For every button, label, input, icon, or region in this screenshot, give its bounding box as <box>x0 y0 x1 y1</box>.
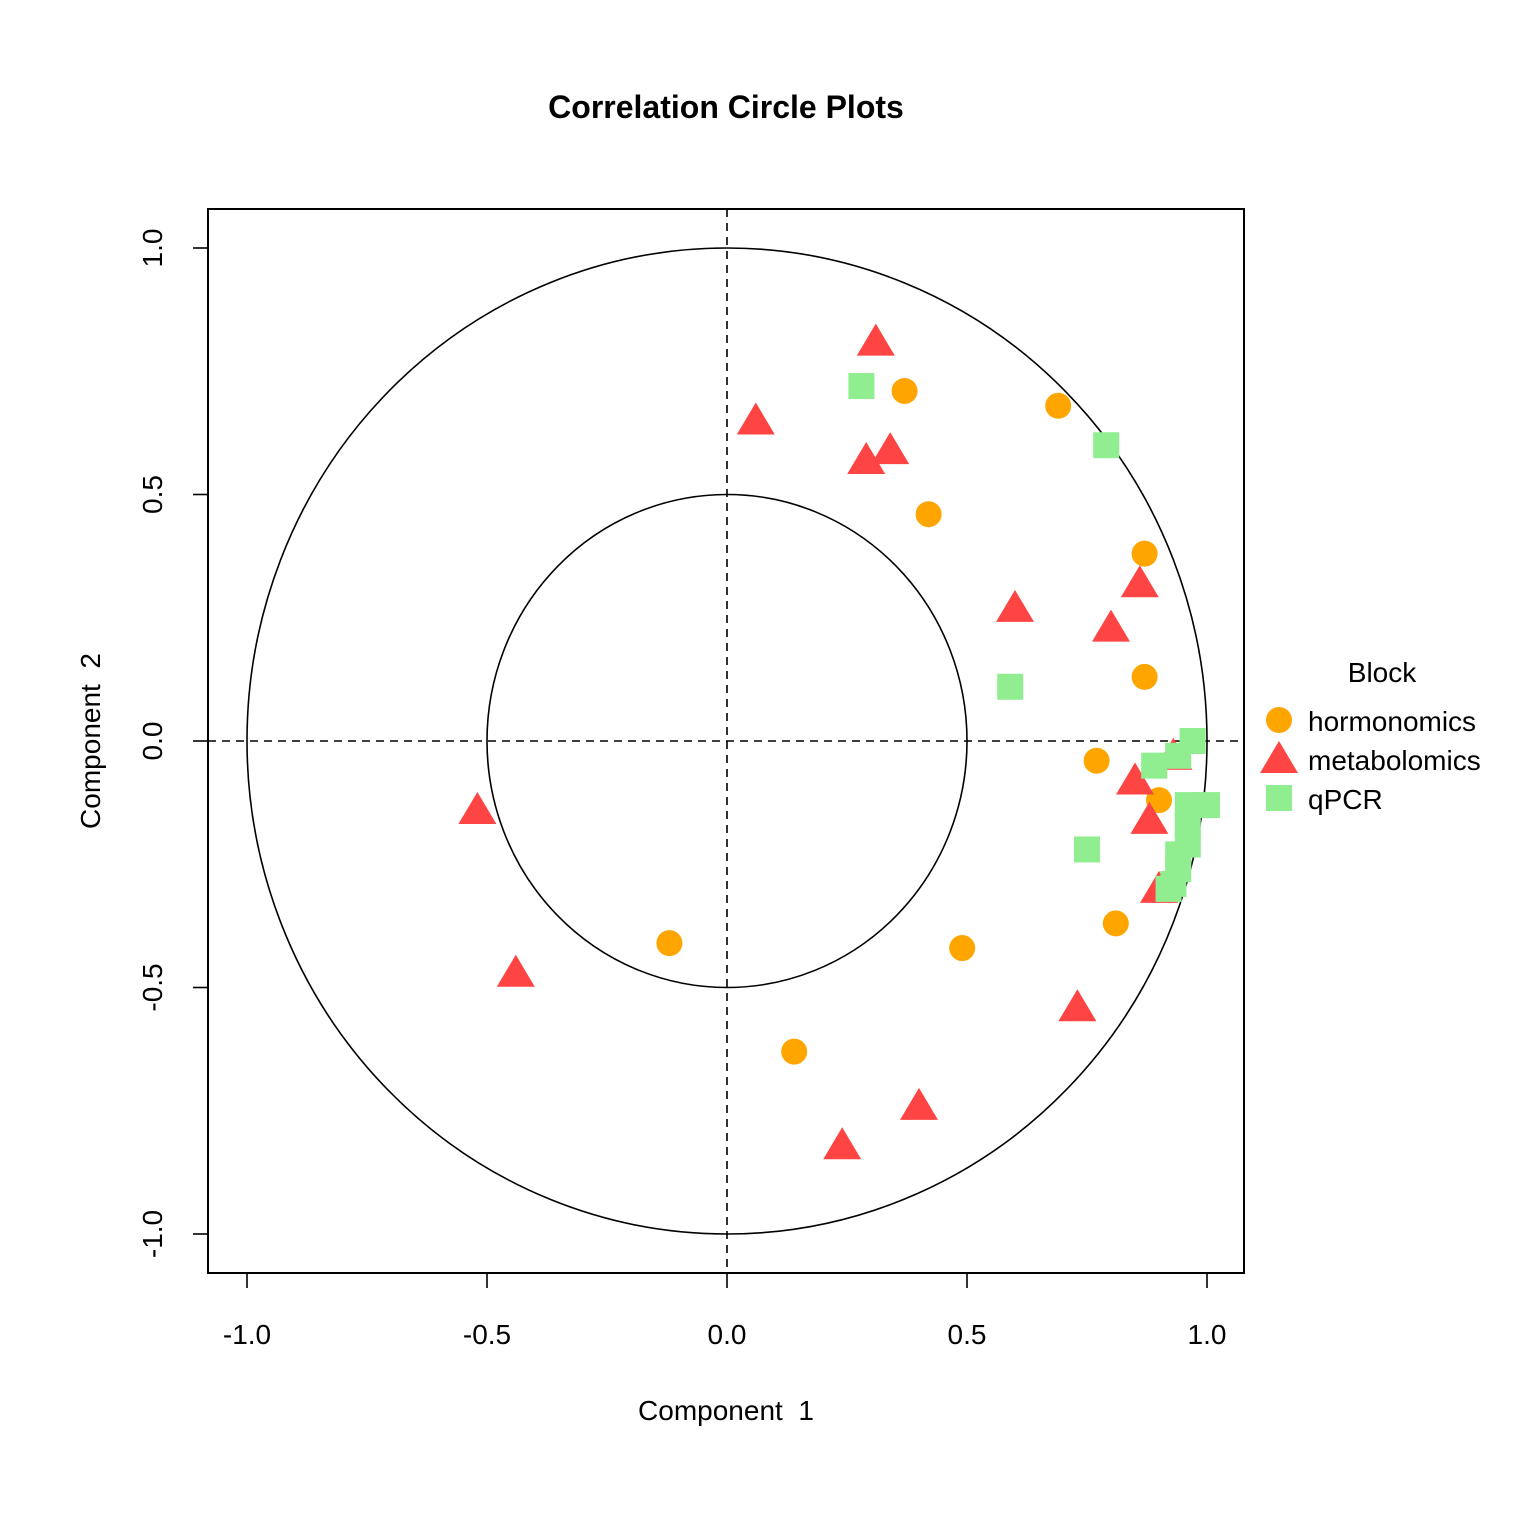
series-hormonomics <box>656 377 1172 1065</box>
metabolomics-point <box>1130 801 1169 834</box>
y-tick-label: -1.0 <box>137 1210 168 1258</box>
chart-title: Correlation Circle Plots <box>548 89 904 125</box>
qpcr-point <box>1093 432 1120 459</box>
metabolomics-point <box>900 1087 938 1120</box>
x-axis-label: Component 1 <box>638 1395 814 1426</box>
qpcr-point <box>997 673 1024 700</box>
legend-marker-metabolomics <box>1260 741 1298 773</box>
qpcr-point <box>848 373 875 400</box>
legend-label-metabolomics: metabolomics <box>1308 745 1481 776</box>
metabolomics-point <box>847 441 886 474</box>
hormonomics-point <box>1131 663 1158 690</box>
x-tick-label: -1.0 <box>223 1319 271 1350</box>
qpcr-point <box>1165 742 1192 769</box>
metabolomics-point <box>1092 609 1130 642</box>
qpcr-point <box>1155 875 1182 902</box>
metabolomics-point <box>996 589 1034 622</box>
y-axis-label: Component 2 <box>75 653 106 829</box>
y-tick-label: -0.5 <box>137 963 168 1011</box>
metabolomics-point <box>871 432 910 465</box>
hormonomics-point <box>781 1038 808 1065</box>
x-tick-label: 1.0 <box>1188 1319 1227 1350</box>
metabolomics-point <box>1116 762 1154 795</box>
hormonomics-point <box>1045 392 1072 419</box>
legend-title: Block <box>1348 657 1417 688</box>
metabolomics-point <box>823 1127 862 1160</box>
series-qpcr <box>848 373 1220 902</box>
hormonomics-point <box>1083 747 1110 774</box>
legend: Block hormonomics metabolomics qPCR <box>1260 657 1481 815</box>
legend-marker-qpcr <box>1266 785 1292 811</box>
hormonomics-point <box>1131 540 1158 567</box>
legend-marker-hormonomics <box>1266 707 1292 733</box>
hormonomics-point <box>915 501 942 528</box>
x-tick-label: -0.5 <box>463 1319 511 1350</box>
hormonomics-point <box>656 930 683 957</box>
legend-label-hormonomics: hormonomics <box>1308 706 1476 737</box>
metabolomics-point <box>1058 989 1097 1022</box>
metabolomics-point <box>736 402 775 435</box>
metabolomics-point <box>496 954 535 987</box>
hormonomics-point <box>891 377 918 404</box>
qpcr-point <box>1074 836 1100 863</box>
legend-label-qpcr: qPCR <box>1308 784 1383 815</box>
qpcr-point <box>1141 752 1168 779</box>
hormonomics-point <box>949 935 976 962</box>
metabolomics-point <box>1120 565 1159 598</box>
x-tick-label: 0.0 <box>708 1319 747 1350</box>
metabolomics-point <box>856 323 895 356</box>
y-tick-label: 1.0 <box>137 229 168 268</box>
y-tick-label: 0.0 <box>137 722 168 761</box>
hormonomics-point <box>1102 910 1129 937</box>
x-tick-label: 0.5 <box>948 1319 987 1350</box>
y-tick-label: 0.5 <box>137 475 168 514</box>
metabolomics-point <box>458 792 497 825</box>
